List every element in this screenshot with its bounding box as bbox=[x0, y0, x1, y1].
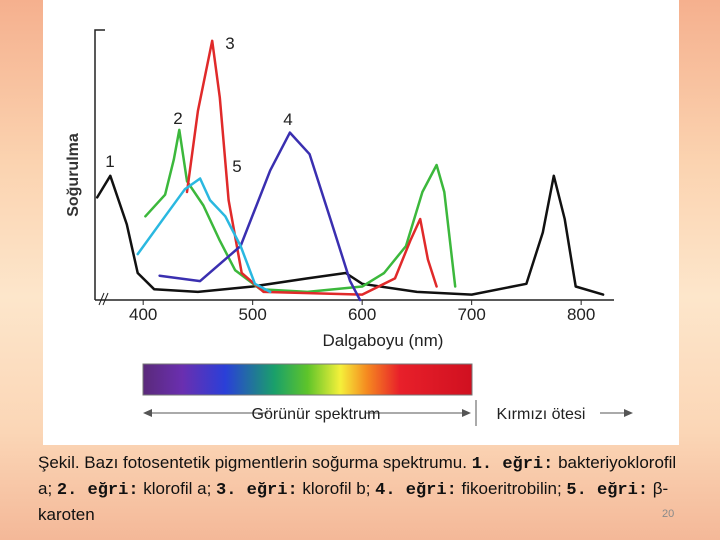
caption: Şekil. Bazı fotosentetik pigmentlerin so… bbox=[38, 451, 678, 527]
legend-label: 2 bbox=[173, 109, 182, 128]
caption-label: 5. eğri: bbox=[566, 481, 649, 500]
caption-label: 4. eğri: bbox=[375, 481, 457, 500]
page-number: 20 bbox=[662, 508, 675, 520]
x-tick-label: 400 bbox=[129, 305, 157, 324]
caption-label: 1. eğri: bbox=[471, 455, 554, 474]
caption-text: β-karoten bbox=[38, 479, 669, 524]
curve bbox=[95, 174, 605, 296]
axis-break bbox=[98, 292, 105, 306]
caption-label: 3. eğri: bbox=[216, 481, 298, 500]
axis-break bbox=[102, 292, 109, 306]
arrowhead bbox=[624, 409, 633, 417]
caption-intro: Şekil. Bazı fotosentetik pigmentlerin so… bbox=[38, 453, 467, 472]
spectrum-bar bbox=[142, 363, 473, 396]
legend-label: 1 bbox=[105, 152, 114, 171]
caption-text: klorofil b; bbox=[302, 479, 371, 498]
x-tick-label: 600 bbox=[348, 305, 376, 324]
caption-text: bakteriyoklorofil a; bbox=[38, 453, 677, 498]
curve bbox=[136, 177, 272, 294]
x-axis-label: Dalgaboyu (nm) bbox=[323, 331, 444, 350]
annotation: Görünür spektrum bbox=[252, 406, 381, 423]
x-tick-label: 800 bbox=[567, 305, 595, 324]
y-axis-label: Soğurulma bbox=[65, 133, 82, 217]
legend-label: 4 bbox=[283, 110, 292, 129]
y-axis bbox=[94, 29, 105, 300]
curve bbox=[185, 39, 438, 296]
caption-label: 2. eğri: bbox=[56, 481, 139, 500]
annotation: Kırmızı ötesi bbox=[497, 406, 586, 423]
x-tick-label: 700 bbox=[457, 305, 485, 324]
legend-label: 5 bbox=[232, 157, 241, 176]
x-tick-label: 500 bbox=[238, 305, 266, 324]
arrowhead bbox=[143, 409, 152, 417]
caption-text: klorofil a; bbox=[143, 479, 212, 498]
curve bbox=[158, 131, 362, 302]
chart: Soğurulma Dalgaboyu (nm) Görünür spektru… bbox=[65, 29, 633, 426]
caption-text: fikoeritrobilin; bbox=[461, 479, 562, 498]
legend-label: 3 bbox=[225, 34, 234, 53]
arrowhead bbox=[462, 409, 471, 417]
